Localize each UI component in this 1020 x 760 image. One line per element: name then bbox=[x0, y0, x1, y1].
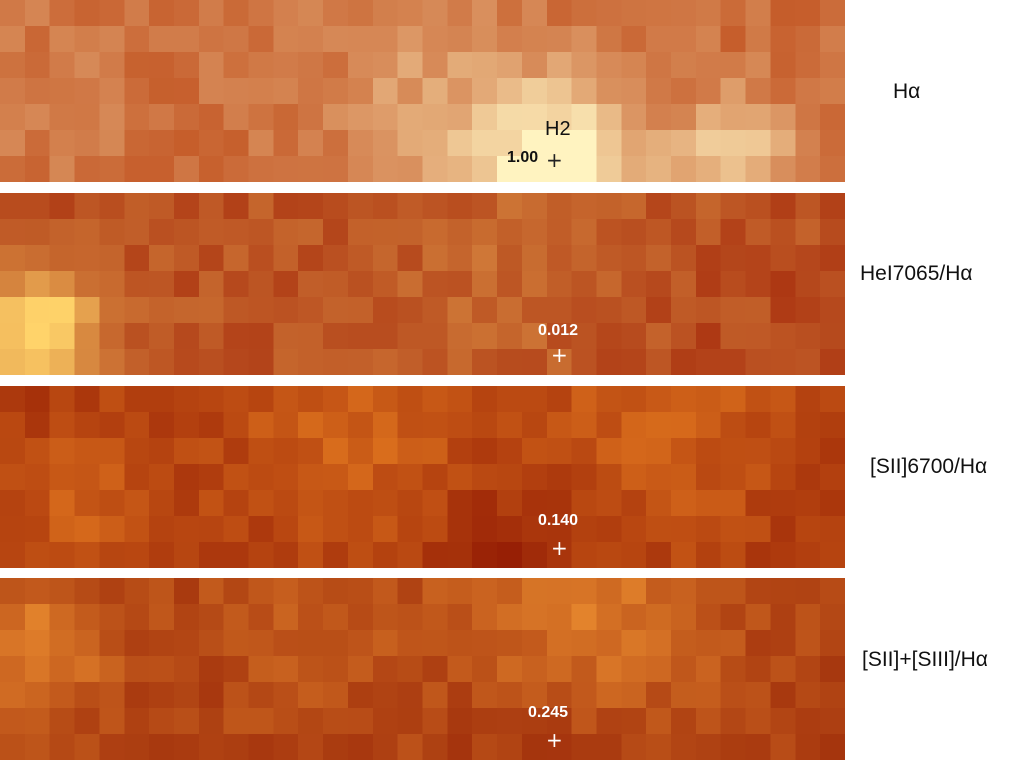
plus-marker-icon: + bbox=[551, 536, 568, 560]
region-label-h2: H2 bbox=[545, 118, 571, 140]
hei-ratio-panel-label: HeI7065/Hα bbox=[860, 262, 973, 285]
sii-siii-ratio-map-panel: 0.245 + bbox=[0, 578, 845, 760]
halpha-map-panel: H2 1.00 + bbox=[0, 0, 845, 182]
plus-marker-icon: + bbox=[551, 343, 568, 367]
sii-ratio-panel-label: [SII]6700/Hα bbox=[870, 455, 988, 478]
halpha-value-label: 1.00 bbox=[507, 149, 539, 166]
sii-ratio-value-label: 0.140 bbox=[538, 512, 579, 529]
sii-ratio-map-image bbox=[0, 386, 845, 568]
hei-ratio-map-image bbox=[0, 193, 845, 375]
sii-siii-ratio-panel-label: [SII]+[SIII]/Hα bbox=[862, 648, 988, 671]
sii-ratio-map-panel: 0.140 + bbox=[0, 386, 845, 568]
plus-marker-icon: + bbox=[546, 148, 563, 172]
halpha-map-image bbox=[0, 0, 845, 182]
halpha-panel-label: Hα bbox=[893, 80, 921, 103]
plus-marker-icon: + bbox=[546, 728, 563, 752]
hei-ratio-value-label: 0.012 bbox=[538, 322, 579, 339]
hei-ratio-map-panel: 0.012 + bbox=[0, 193, 845, 375]
sii-siii-ratio-map-image bbox=[0, 578, 845, 760]
sii-siii-ratio-value-label: 0.245 bbox=[528, 704, 569, 721]
